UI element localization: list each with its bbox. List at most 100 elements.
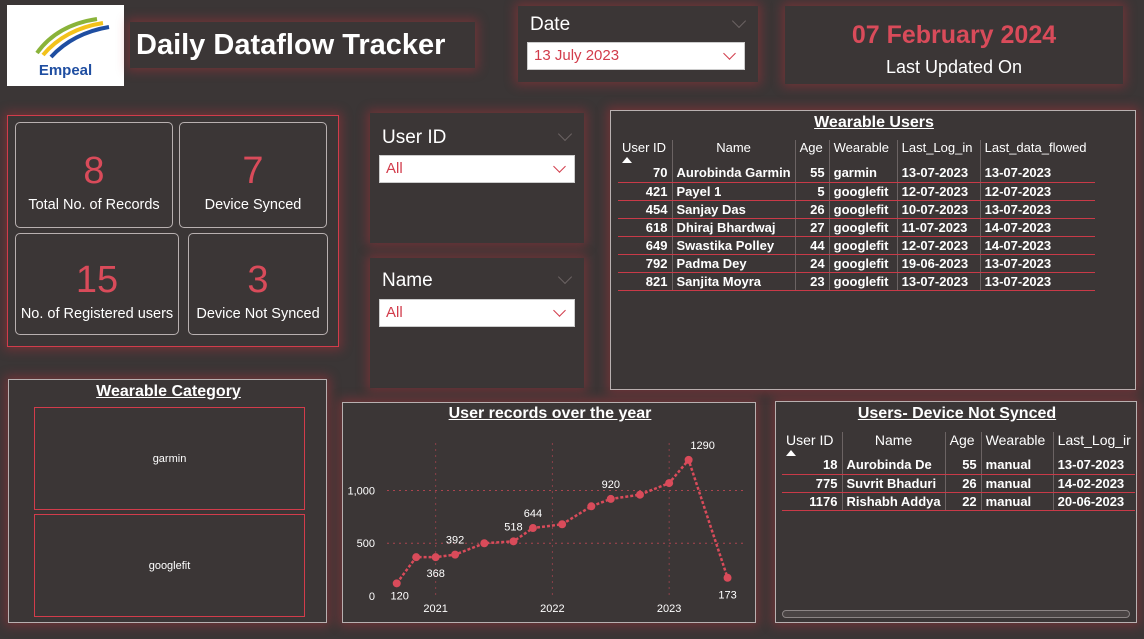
- page-title: Daily Dataflow Tracker: [130, 22, 475, 68]
- table-cell: 22: [945, 492, 982, 511]
- col-last-log-in[interactable]: Last_Log_in: [897, 140, 981, 164]
- last-updated-card: 07 February 2024 Last Updated On: [785, 6, 1123, 84]
- collapse-chevron-icon[interactable]: [557, 269, 573, 285]
- table-row[interactable]: 18 Aurobinda De 55 manual 13-07-2023: [782, 456, 1135, 475]
- horizontal-scrollbar[interactable]: [782, 610, 1130, 618]
- data-point: [451, 550, 460, 559]
- table-cell: 13-07-2023: [980, 272, 1096, 291]
- table-cell: garmin: [829, 164, 898, 183]
- wearable-users-panel: Wearable Users User ID Name Age Wearable…: [610, 110, 1136, 390]
- table-cell: 26: [945, 474, 982, 493]
- table-row[interactable]: 70 Aurobinda Garmin 55 garmin 13-07-2023 13-0…: [618, 164, 1096, 183]
- table-cell: 821: [618, 272, 673, 291]
- table-cell: 792: [618, 254, 673, 273]
- kpi-label: Total No. of Records: [28, 197, 160, 213]
- logo-text: Empeal: [38, 62, 93, 79]
- date-dropdown[interactable]: 13 July 2023: [527, 42, 745, 70]
- data-point: [606, 494, 615, 503]
- table-row[interactable]: 775 Suvrit Bhaduri 26 manual 14-02-2023: [782, 474, 1135, 493]
- wearable-category-title: Wearable Category: [96, 383, 241, 400]
- kpi-value: 7: [242, 150, 264, 192]
- kpi-label: Device Synced: [204, 197, 302, 213]
- col-age[interactable]: Age: [795, 140, 830, 164]
- col-age[interactable]: Age: [945, 432, 982, 456]
- table-cell: 13-07-2023: [980, 254, 1096, 273]
- table-row[interactable]: 1176 Rishabh Addya 22 manual 20-06-2023: [782, 492, 1135, 511]
- name-dropdown[interactable]: All: [379, 299, 575, 327]
- col-name[interactable]: Name: [672, 140, 796, 164]
- table-cell: Rishabh Addya: [842, 492, 946, 511]
- table-cell: 26: [795, 200, 830, 219]
- data-point: [431, 553, 440, 562]
- kpi-registered-users: 15 No. of Registered users: [15, 233, 179, 335]
- table-cell: manual: [981, 456, 1054, 475]
- table-cell: 27: [795, 218, 830, 237]
- data-point: [528, 524, 537, 533]
- category-tile-googlefit[interactable]: googlefit: [34, 514, 305, 617]
- table-cell: googlefit: [829, 254, 898, 273]
- chevron-down-icon: [723, 47, 736, 60]
- table-row[interactable]: 618 Dhiraj Bhardwaj 27 googlefit 11-07-2023 1…: [618, 218, 1096, 237]
- chart-title: User records over the year: [448, 405, 652, 422]
- date-slicer: Date 13 July 2023: [518, 6, 758, 82]
- data-point: [480, 539, 489, 548]
- logo-swoosh-icon: [35, 17, 110, 59]
- userid-slicer-label: User ID: [382, 127, 447, 148]
- table-cell: 44: [795, 236, 830, 255]
- table-cell: Padma Dey: [672, 254, 796, 273]
- data-point: [665, 479, 674, 488]
- chevron-down-icon: [553, 160, 566, 173]
- col-wearable[interactable]: Wearable: [981, 432, 1054, 456]
- table-cell: 24: [795, 254, 830, 273]
- kpi-label: Device Not Synced: [196, 306, 320, 322]
- userid-dropdown[interactable]: All: [379, 155, 575, 183]
- table-cell: googlefit: [829, 218, 898, 237]
- table-row[interactable]: 649 Swastika Polley 44 googlefit 12-07-2023 1…: [618, 236, 1096, 255]
- table-cell: 55: [945, 456, 982, 475]
- table-cell: googlefit: [829, 182, 898, 201]
- table-cell: Sanjita Moyra: [672, 272, 796, 291]
- table-cell: 55: [795, 164, 830, 183]
- table-cell: manual: [981, 474, 1054, 493]
- x-tick-label: 2023: [657, 603, 681, 615]
- table-row[interactable]: 821 Sanjita Moyra 23 googlefit 13-07-2023 13-…: [618, 272, 1096, 291]
- col-last-data-flowed[interactable]: Last_data_flowed: [984, 140, 1087, 155]
- col-wearable[interactable]: Wearable: [829, 140, 898, 164]
- name-dropdown-value: All: [386, 304, 403, 321]
- table-row[interactable]: 792 Padma Dey 24 googlefit 19-06-2023 13-07-2…: [618, 254, 1096, 273]
- x-tick-label: 2021: [423, 603, 447, 615]
- collapse-chevron-icon[interactable]: [557, 126, 573, 142]
- table-cell: 13-07-2023: [897, 164, 981, 183]
- data-label: 392: [446, 535, 464, 547]
- table-cell: 5: [795, 182, 830, 201]
- category-label: googlefit: [148, 559, 191, 572]
- table-cell: Sanjay Das: [672, 200, 796, 219]
- wearable-category-panel: Wearable Category garmin googlefit: [8, 379, 327, 623]
- col-last-log-in[interactable]: Last_Log_ir: [1057, 432, 1131, 448]
- data-label: 120: [391, 590, 409, 602]
- table-cell: Aurobinda Garmin: [672, 164, 796, 183]
- kpi-value: 8: [83, 150, 105, 192]
- table-row[interactable]: 421 Payel 1 5 googlefit 12-07-2023 12-07-2023: [618, 182, 1096, 201]
- table-cell: 70: [618, 164, 673, 183]
- table-row[interactable]: 454 Sanjay Das 26 googlefit 10-07-2023 13-07-…: [618, 200, 1096, 219]
- col-user-id[interactable]: User ID: [782, 432, 843, 456]
- sort-ascending-icon: [786, 450, 796, 456]
- empeal-logo: Empeal: [7, 5, 124, 86]
- x-tick-label: 2022: [540, 603, 564, 615]
- table-cell: 13-07-2023: [980, 164, 1096, 183]
- col-name[interactable]: Name: [842, 432, 946, 456]
- kpi-value: 3: [247, 259, 269, 301]
- table-cell: 12-07-2023: [897, 182, 981, 201]
- kpi-value: 15: [75, 259, 119, 301]
- col-user-id[interactable]: User ID: [618, 140, 673, 164]
- data-point: [635, 490, 644, 499]
- category-tile-garmin[interactable]: garmin: [34, 407, 305, 510]
- userid-dropdown-value: All: [386, 160, 403, 177]
- table-header-row: User ID Name Age Wearable Last_Log_in La…: [618, 140, 1095, 164]
- table-cell: 12-07-2023: [980, 182, 1096, 201]
- table-cell: 618: [618, 218, 673, 237]
- table-cell: googlefit: [829, 200, 898, 219]
- collapse-chevron-icon[interactable]: [731, 13, 747, 29]
